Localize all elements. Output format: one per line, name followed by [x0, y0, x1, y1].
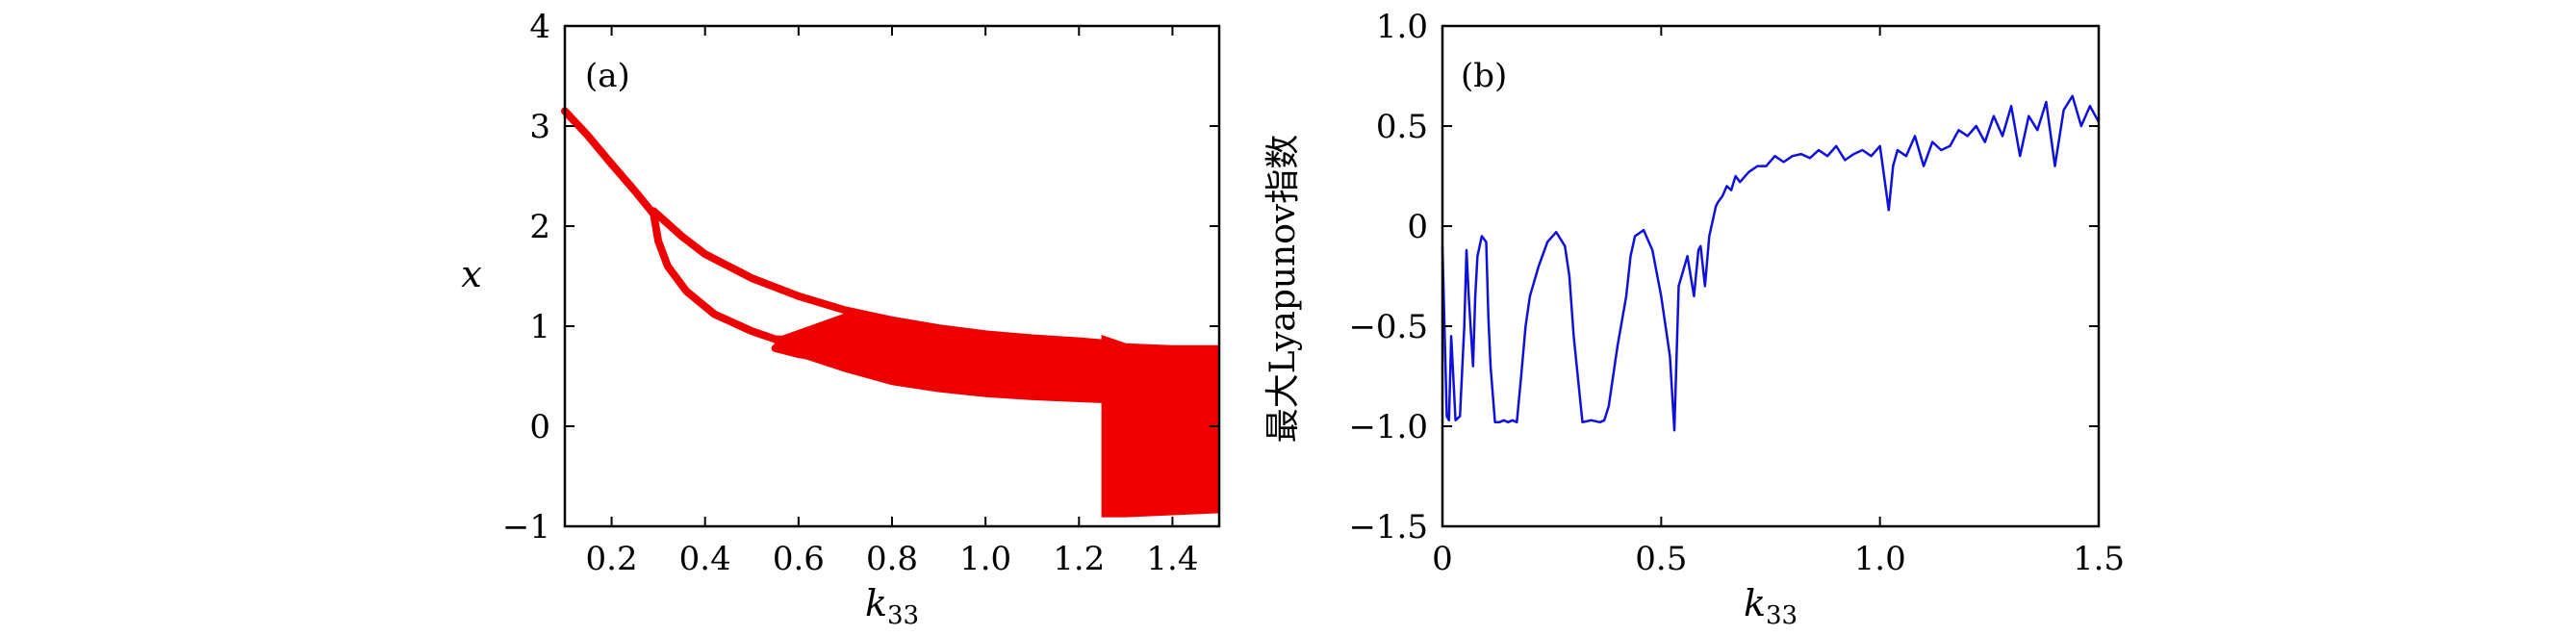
wide-band: [1101, 335, 1220, 518]
x-tick-label: 0.8: [866, 540, 918, 578]
y-tick-label: −1.0: [1348, 408, 1428, 446]
x-axis-label: k33: [1744, 582, 1798, 630]
bifurcation-data: [561, 107, 1220, 518]
y-tick-label: 2: [529, 208, 550, 246]
x-axis-label: k33: [865, 582, 919, 630]
x-tick-label: 1.2: [1053, 540, 1105, 578]
y-tick-label: 0: [529, 408, 550, 446]
y-tick-label: 0: [1407, 208, 1428, 246]
panel-label: (a): [585, 57, 630, 95]
lyapunov-line: [1441, 94, 2101, 432]
x-tick-label: 0.5: [1635, 540, 1687, 578]
lyapunov-exponent-panel: 0 0.5 1.0 1.5 −1.5 −1.0 −0.5 0 0.5 1.0 (b) k33 最大…: [1263, 8, 2125, 630]
y-tick-label: −1: [502, 508, 550, 547]
y-axis-label: 最大Lyapunov指数: [1263, 135, 1303, 444]
x-tick-label: 1.4: [1146, 540, 1198, 578]
x-tick-label: 0: [1432, 540, 1453, 578]
lower: [650, 210, 779, 343]
x-tick-label: 0.6: [773, 540, 825, 578]
y-tick-label: 1.0: [1376, 8, 1428, 46]
y-tick-label: 3: [529, 108, 550, 146]
x-tick-label: 1.0: [959, 540, 1011, 578]
x-tick-label: 0.2: [586, 540, 638, 578]
bifurcation-diagram-panel: 0.2 0.4 0.6 0.8 1.0 1.2 1.4 −1 0 1 2 3 4 (a) k33 x: [461, 8, 1221, 630]
y-tick-label: 4: [529, 8, 550, 46]
panel-label: (b): [1461, 57, 1507, 95]
plot-area-frame: [1441, 24, 2101, 528]
y-tick-label: −0.5: [1348, 308, 1428, 346]
y-tick-label: 0.5: [1376, 108, 1428, 146]
x-tick-label: 1.0: [1854, 540, 1906, 578]
y-axis-label: x: [461, 253, 481, 295]
period4-bottom: [771, 343, 827, 363]
y-tick-label: −1.5: [1348, 508, 1428, 547]
y-tick-label: 1: [529, 308, 550, 346]
x-tick-label: 1.5: [2073, 540, 2125, 578]
x-tick-label: 0.4: [679, 540, 731, 578]
axis-ticks: 0.2 0.4 0.6 0.8 1.0 1.2 1.4 −1 0 1 2 3 4: [502, 8, 1219, 578]
axis-ticks: 0 0.5 1.0 1.5 −1.5 −1.0 −0.5 0 0.5 1.0: [1348, 8, 2125, 578]
upper: [650, 207, 1107, 347]
lyapunov-data: [1441, 94, 2101, 432]
stable: [561, 107, 658, 218]
period4-top: [771, 335, 840, 348]
